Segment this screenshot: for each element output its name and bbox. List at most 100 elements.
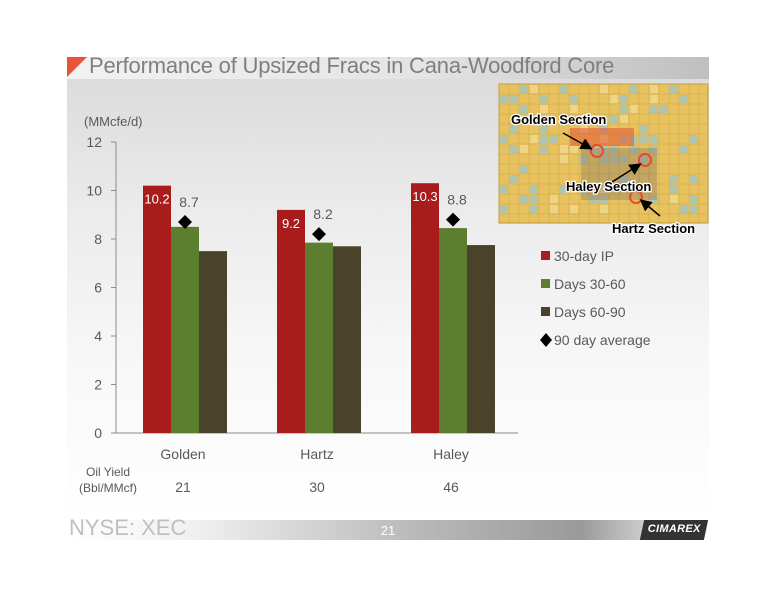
legend-swatch: [541, 307, 550, 316]
legend-label: Days 60-90: [554, 304, 626, 320]
bar-days-60-90: [333, 246, 361, 433]
legend-swatch: [541, 251, 550, 260]
legend-marker-swatch: [540, 333, 552, 347]
map-tile: [670, 185, 678, 193]
map-tile: [540, 135, 548, 143]
map-tile: [530, 185, 538, 193]
y-tick-label: 8: [94, 231, 102, 247]
map-tile: [570, 205, 578, 213]
map-tile: [600, 85, 608, 93]
map-tile: [540, 95, 548, 103]
map-section-label: Hartz Section: [612, 221, 695, 236]
map-tile: [650, 85, 658, 93]
y-tick-label: 2: [94, 377, 102, 393]
footer-bar: [67, 520, 709, 540]
map-tile: [620, 105, 628, 113]
map-tile: [500, 95, 508, 103]
map-tile: [600, 125, 608, 133]
map-tile: [640, 135, 648, 143]
y-axis-unit-label: (MMcfe/d): [84, 114, 143, 129]
bar-data-label: 10.2: [144, 192, 169, 207]
title-bar: [67, 57, 709, 79]
map-tile: [670, 85, 678, 93]
map-tile: [610, 115, 618, 123]
map-tile: [630, 85, 638, 93]
oil-yield-value: 21: [175, 479, 191, 495]
map-tile: [500, 185, 508, 193]
map-tile: [520, 85, 528, 93]
map-tile: [520, 165, 528, 173]
map-section-label: Haley Section: [566, 179, 651, 194]
x-tick-label: Golden: [160, 446, 205, 462]
map-golden-section-marker: [590, 144, 604, 158]
y-tick-label: 0: [94, 425, 102, 441]
oil-yield-label: Oil Yield: [86, 465, 130, 479]
bar-30-day-ip: [143, 185, 171, 433]
map-hartz-arrow: [639, 199, 661, 217]
bar-days-30-60: [171, 226, 199, 433]
map-tile: [570, 145, 578, 153]
map-tile: [540, 145, 548, 153]
map-tile: [620, 95, 628, 103]
map-tile: [600, 205, 608, 213]
map-tile: [600, 135, 608, 143]
map-tile: [670, 175, 678, 183]
legend-swatch: [541, 279, 550, 288]
map-tile: [690, 175, 698, 183]
bar-days-60-90: [467, 245, 495, 433]
marker-90-day-average: [178, 215, 192, 230]
map-tile: [650, 95, 658, 103]
map-golden-arrow: [562, 132, 593, 150]
map-tile: [510, 95, 518, 103]
x-tick-label: Hartz: [300, 446, 333, 462]
marker-90-day-average: [446, 212, 460, 227]
y-tick-label: 6: [94, 280, 102, 296]
map-tile: [690, 205, 698, 213]
bar-days-30-60: [305, 242, 333, 433]
title-accent-flag: [67, 57, 87, 77]
bar-data-label: 10.3: [412, 189, 437, 204]
map-hartz-section-marker: [629, 190, 643, 204]
map-tile: [690, 195, 698, 203]
logo-text: CIMAREX: [647, 523, 701, 535]
map-tile: [550, 205, 558, 213]
map-tile: [560, 85, 568, 93]
map-tile: [580, 125, 588, 133]
map-tile: [570, 95, 578, 103]
map-tile: [690, 135, 698, 143]
map-tile: [630, 135, 638, 143]
map-tile: [540, 125, 548, 133]
map-tile: [640, 125, 648, 133]
oil-yield-value: 30: [309, 479, 325, 495]
bar-days-60-90: [199, 251, 227, 433]
map-tile: [560, 185, 568, 193]
map-tile: [560, 155, 568, 163]
map-tile: [530, 205, 538, 213]
oil-yield-unit-label: (Bbl/MMcf): [79, 481, 137, 495]
marker-90-day-average: [312, 227, 326, 242]
map-tile: [540, 105, 548, 113]
map-tile: [550, 135, 558, 143]
marker-data-label: 8.7: [179, 194, 199, 210]
map-tile: [660, 105, 668, 113]
map-tile: [510, 175, 518, 183]
map-section-label: Golden Section: [511, 112, 606, 127]
bar-data-label: 9.2: [282, 216, 300, 231]
map-tile: [530, 195, 538, 203]
legend-label: Days 30-60: [554, 276, 626, 292]
map-tile: [620, 115, 628, 123]
map-tile: [680, 205, 688, 213]
legend-label: 90 day average: [554, 332, 651, 348]
x-tick-label: Haley: [433, 446, 469, 462]
marker-data-label: 8.2: [313, 206, 333, 222]
bar-days-30-60: [439, 228, 467, 433]
map-tile: [560, 145, 568, 153]
page-number: 21: [380, 523, 396, 538]
page-title: Performance of Upsized Fracs in Cana-Woo…: [89, 53, 615, 78]
map-haley-arrow: [611, 163, 642, 183]
map-tile: [500, 135, 508, 143]
map-tile: [580, 115, 588, 123]
map-tile: [650, 135, 658, 143]
